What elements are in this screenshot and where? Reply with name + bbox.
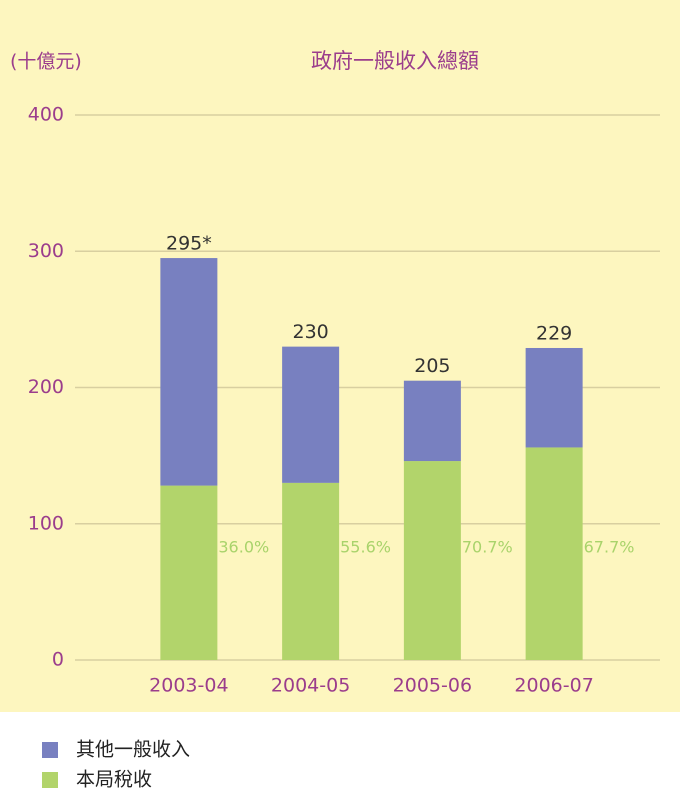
percentage-label: 55.6% bbox=[340, 538, 391, 557]
bar-segment bbox=[403, 461, 461, 660]
total-label: 229 bbox=[536, 322, 572, 344]
y-tick-label: 400 bbox=[28, 104, 64, 126]
bar-segment bbox=[160, 485, 218, 660]
y-tick-label: 200 bbox=[28, 376, 64, 398]
legend-label: 其他一般收入 bbox=[76, 739, 190, 761]
percentage-label: 36.0% bbox=[218, 538, 269, 557]
total-label: 205 bbox=[414, 355, 450, 377]
bar-segment bbox=[525, 447, 583, 660]
percentage-label: 67.7% bbox=[584, 538, 635, 557]
chart-title: 政府一般收入總額 bbox=[311, 49, 479, 73]
legend-swatch bbox=[42, 772, 58, 788]
bar-segment bbox=[160, 258, 218, 486]
x-tick-label: 2005-06 bbox=[393, 675, 472, 697]
bar-segment bbox=[525, 347, 583, 448]
total-label: 295* bbox=[166, 233, 212, 255]
legend-label: 本局稅收 bbox=[76, 769, 152, 791]
y-tick-label: 0 bbox=[52, 649, 64, 671]
y-axis-label: (十億元) bbox=[10, 51, 82, 73]
legend-swatch bbox=[42, 742, 58, 758]
x-tick-label: 2004-05 bbox=[271, 675, 350, 697]
y-tick-label: 300 bbox=[28, 240, 64, 262]
bar-segment bbox=[403, 380, 461, 462]
total-label: 230 bbox=[292, 321, 328, 343]
x-tick-label: 2003-04 bbox=[149, 675, 228, 697]
bar-segment bbox=[282, 482, 340, 660]
y-tick-label: 100 bbox=[28, 512, 64, 534]
bar-segment bbox=[282, 346, 340, 483]
percentage-label: 70.7% bbox=[462, 538, 513, 557]
x-tick-label: 2006-07 bbox=[514, 675, 593, 697]
